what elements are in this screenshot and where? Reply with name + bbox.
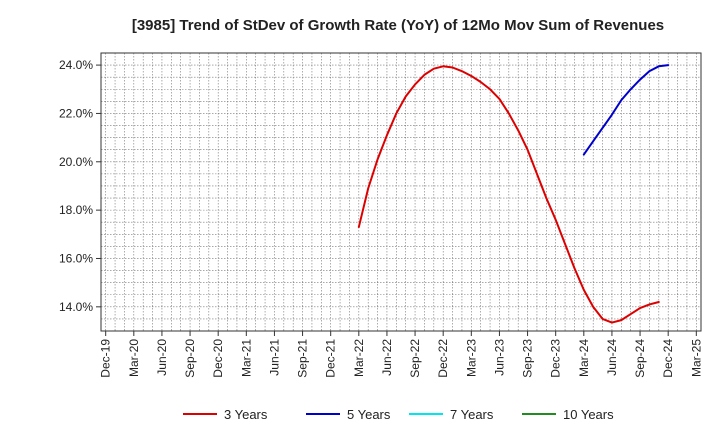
x-tick-label: Mar-24 xyxy=(577,339,591,377)
x-tick-label: Dec-23 xyxy=(549,339,563,378)
y-tick-label: 16.0% xyxy=(59,251,93,265)
x-tick-label: Dec-20 xyxy=(211,339,225,378)
y-axis: 14.0% 16.0% 18.0% 20.0% 22.0% 24.0% xyxy=(59,58,101,314)
x-tick-label: Sep-24 xyxy=(633,339,647,378)
plot-frame xyxy=(100,52,702,332)
legend-label-3-years: 3 Years xyxy=(224,407,268,422)
x-tick-label: Dec-24 xyxy=(661,339,675,378)
legend-label-10-years: 10 Years xyxy=(563,407,614,422)
y-tick-label: 22.0% xyxy=(59,106,93,120)
x-tick-label: Jun-24 xyxy=(605,339,619,376)
x-tick-label: Mar-22 xyxy=(352,339,366,377)
x-tick-label: Mar-23 xyxy=(464,339,478,377)
y-tick-label: 14.0% xyxy=(59,300,93,314)
x-tick-label: Jun-23 xyxy=(492,339,506,376)
series-line-5-years xyxy=(582,64,670,156)
plot-background xyxy=(101,53,701,331)
series-layer xyxy=(357,64,670,324)
series-line-3-years xyxy=(357,65,660,324)
x-tick-label: Dec-21 xyxy=(324,339,338,378)
legend: 3 Years 5 Years 7 Years 10 Years xyxy=(183,407,614,422)
x-tick-label: Mar-21 xyxy=(239,339,253,377)
y-tick-label: 24.0% xyxy=(59,58,93,72)
legend-label-5-years: 5 Years xyxy=(347,407,391,422)
x-tick-label: Sep-21 xyxy=(296,339,310,378)
x-tick-label: Mar-20 xyxy=(127,339,141,377)
x-tick-label: Sep-23 xyxy=(521,339,535,378)
legend-label-7-years: 7 Years xyxy=(450,407,494,422)
x-tick-label: Jun-22 xyxy=(380,339,394,376)
x-tick-label: Dec-19 xyxy=(99,339,113,378)
x-tick-label: Mar-25 xyxy=(689,339,703,377)
x-tick-label: Jun-20 xyxy=(155,339,169,376)
y-tick-label: 18.0% xyxy=(59,203,93,217)
chart-title: [3985] Trend of StDev of Growth Rate (Yo… xyxy=(132,17,664,34)
x-tick-label: Sep-22 xyxy=(408,339,422,378)
grid-lines xyxy=(101,52,701,332)
x-axis: Dec-19 Mar-20 Jun-20 Sep-20 Dec-20 Mar-21 Jun-… xyxy=(99,331,703,378)
y-tick-label: 20.0% xyxy=(59,155,93,169)
x-tick-label: Jun-21 xyxy=(267,339,281,376)
x-tick-label: Dec-22 xyxy=(436,339,450,378)
x-tick-label: Sep-20 xyxy=(183,339,197,378)
